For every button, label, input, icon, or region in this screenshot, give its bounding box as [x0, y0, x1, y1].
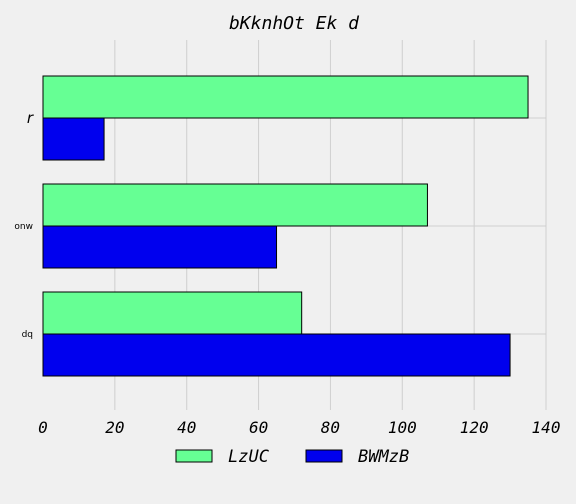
- x-tick-label: 0: [38, 418, 48, 437]
- bar-LzUC-onw: [42, 183, 428, 227]
- bar-BWMzB-r: [42, 117, 105, 161]
- legend-swatch-BWMzB: [305, 449, 343, 463]
- bar-layer: [42, 75, 529, 377]
- legend-label-BWMzB: BWMzB: [358, 447, 409, 467]
- y-tick-labels: r onw dq: [14, 109, 33, 340]
- legend-label-LzUC: LzUC: [228, 447, 270, 467]
- y-tick-label: dq: [22, 330, 33, 340]
- bar-LzUC-r: [42, 75, 529, 119]
- x-tick-label: 120: [460, 418, 489, 437]
- x-tick-label: 60: [249, 418, 268, 437]
- bar-BWMzB-onw: [42, 225, 278, 269]
- x-tick-label: 20: [105, 418, 124, 437]
- legend-swatch-LzUC: [175, 449, 213, 463]
- bar-LzUC-dq: [42, 291, 303, 335]
- chart-title: bKknhOt Ek d: [229, 13, 360, 34]
- x-tick-label: 100: [388, 418, 417, 437]
- x-tick-label: 40: [177, 418, 196, 437]
- x-tick-labels: 0 20 40 60 80 100 120 140: [38, 418, 560, 437]
- y-tick-label: onw: [14, 222, 33, 232]
- y-tick-label: r: [27, 109, 34, 127]
- x-tick-label: 140: [532, 418, 561, 437]
- x-tick-label: 80: [321, 418, 340, 437]
- legend: LzUC BWMzB: [175, 447, 409, 467]
- bar-BWMzB-dq: [42, 333, 511, 377]
